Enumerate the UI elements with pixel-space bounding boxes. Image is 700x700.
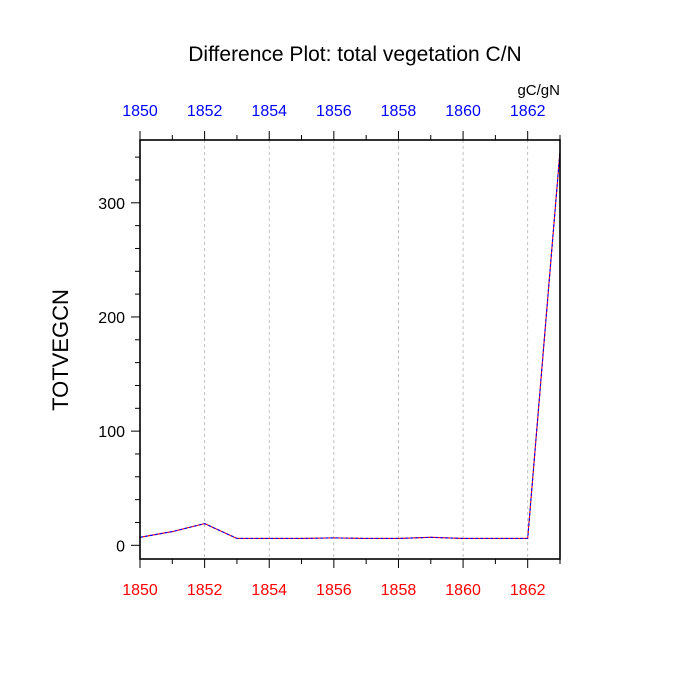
x-tick-label-bottom-1856: 1856: [316, 582, 352, 599]
chart-title: Difference Plot: total vegetation C/N: [188, 43, 521, 66]
y-tick-label-100: 100: [98, 424, 125, 441]
series-line-2: [139, 151, 561, 540]
tick-labels: 1850 1852 1854 1856 1858 1860 1862 1850 1852 1854…: [98, 103, 545, 599]
x-tick-label-bottom-1862: 1862: [510, 582, 546, 599]
x-tick-label-bottom-1860: 1860: [445, 582, 481, 599]
y-axis-label: TOTVEGCN: [48, 289, 73, 411]
x-tick-label-top-1850: 1850: [122, 103, 158, 120]
series-lines: [139, 151, 561, 540]
x-tick-label-top-1862: 1862: [510, 103, 546, 120]
series-line-1: [139, 151, 561, 540]
units-label: gC/gN: [517, 82, 560, 99]
x-tick-label-bottom-1854: 1854: [251, 582, 287, 599]
x-tick-label-bottom-1852: 1852: [187, 582, 223, 599]
x-tick-label-bottom-1850: 1850: [122, 582, 158, 599]
grid-lines: [204, 140, 529, 559]
y-tick-label-200: 200: [98, 310, 125, 327]
y-tick-label-0: 0: [116, 538, 125, 555]
x-tick-label-top-1860: 1860: [445, 103, 481, 120]
x-tick-label-top-1856: 1856: [316, 103, 352, 120]
x-tick-label-top-1854: 1854: [251, 103, 287, 120]
x-tick-label-top-1858: 1858: [381, 103, 417, 120]
x-tick-label-bottom-1858: 1858: [381, 582, 417, 599]
y-tick-label-300: 300: [98, 196, 125, 213]
plot-frame: [139, 139, 561, 560]
axes: [131, 131, 561, 568]
x-tick-label-top-1852: 1852: [187, 103, 223, 120]
